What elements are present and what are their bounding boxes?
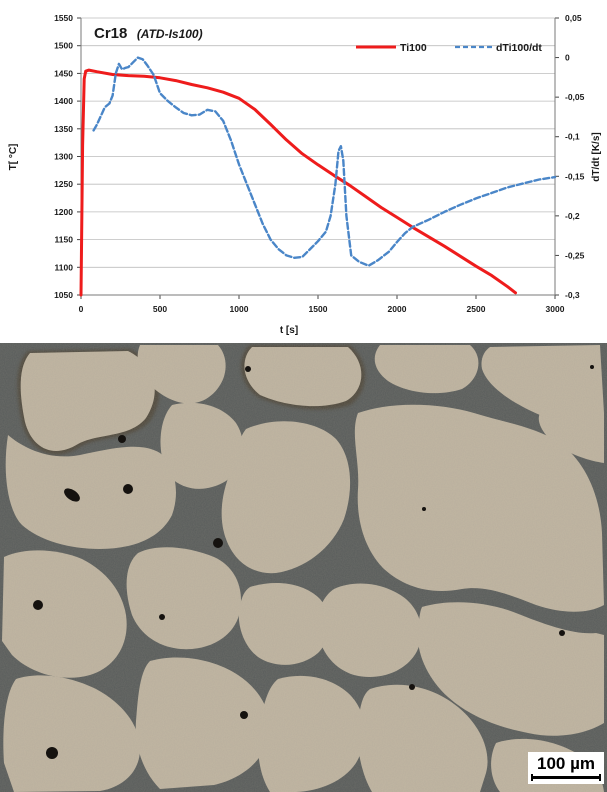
y-tick-label: 1300	[54, 152, 73, 162]
chart-title-main: Cr18	[94, 25, 127, 42]
gridlines	[81, 17, 555, 296]
chart-title: Cr18 (ATD-Is100)	[94, 25, 203, 42]
y-tick-label: 1500	[54, 41, 73, 51]
x-tick-label: 500	[153, 304, 167, 314]
scale-bar-tick-right	[599, 774, 601, 781]
y2-tick-label: -0,1	[565, 132, 580, 142]
x-tick-label: 2500	[467, 304, 486, 314]
micrograph-image: 100 µm	[0, 343, 607, 792]
chart-svg: 1050 1100 1150 1200 1250 1300 1350 1400 1450 1500…	[8, 13, 602, 336]
y2-tick-label: -0,3	[565, 290, 580, 300]
legend: Ti100 dTi100/dt	[356, 42, 542, 54]
y2-tick-label: 0,05	[565, 13, 582, 23]
y2-tick-label: 0	[565, 53, 570, 63]
micrograph-svg	[0, 343, 607, 792]
y2-tick-label: -0,2	[565, 211, 580, 221]
axes	[77, 17, 559, 299]
y2-tick-label: -0,15	[565, 171, 585, 181]
x-tick-label: 1000	[230, 304, 249, 314]
y-tick-label: 1400	[54, 96, 73, 106]
pores	[33, 365, 594, 759]
legend-label-ti100: Ti100	[400, 42, 427, 54]
y-tick-label: 1450	[54, 68, 73, 78]
y-tick-label: 1050	[54, 290, 73, 300]
cooling-curve-chart: 1050 1100 1150 1200 1250 1300 1350 1400 1450 1500…	[0, 0, 607, 343]
y-tick-label: 1250	[54, 179, 73, 189]
y-tick-label: 1550	[54, 13, 73, 23]
x-axis-title: t [s]	[280, 325, 298, 336]
x-tick-label: 0	[79, 304, 84, 314]
y-axis-title: T[ °C]	[8, 144, 19, 171]
scale-bar-tick-left	[531, 774, 533, 781]
series	[79, 56, 557, 297]
series-line-dti100-dt	[92, 56, 557, 267]
y-tick-label: 1200	[54, 207, 73, 217]
series-line-ti100	[79, 68, 517, 297]
scale-bar-line	[531, 776, 601, 779]
surface-texture	[0, 343, 607, 792]
y2-tick-label: -0,05	[565, 92, 585, 102]
x-tick-label: 3000	[546, 304, 565, 314]
tick-labels: 1050 1100 1150 1200 1250 1300 1350 1400 1450 1500…	[54, 13, 585, 314]
legend-label-dti100: dTi100/dt	[496, 42, 542, 54]
x-tick-label: 1500	[309, 304, 328, 314]
scale-bar: 100 µm	[528, 752, 604, 784]
y-tick-label: 1350	[54, 124, 73, 134]
y-tick-label: 1150	[55, 235, 74, 245]
x-tick-label: 2000	[388, 304, 407, 314]
y-tick-label: 1100	[55, 262, 74, 272]
scale-bar-label: 100 µm	[537, 754, 595, 773]
y2-axis-title: dT/dt [K/s]	[591, 132, 602, 181]
y2-tick-label: -0,25	[565, 250, 585, 260]
chart-title-sub: (ATD-Is100)	[137, 27, 203, 41]
